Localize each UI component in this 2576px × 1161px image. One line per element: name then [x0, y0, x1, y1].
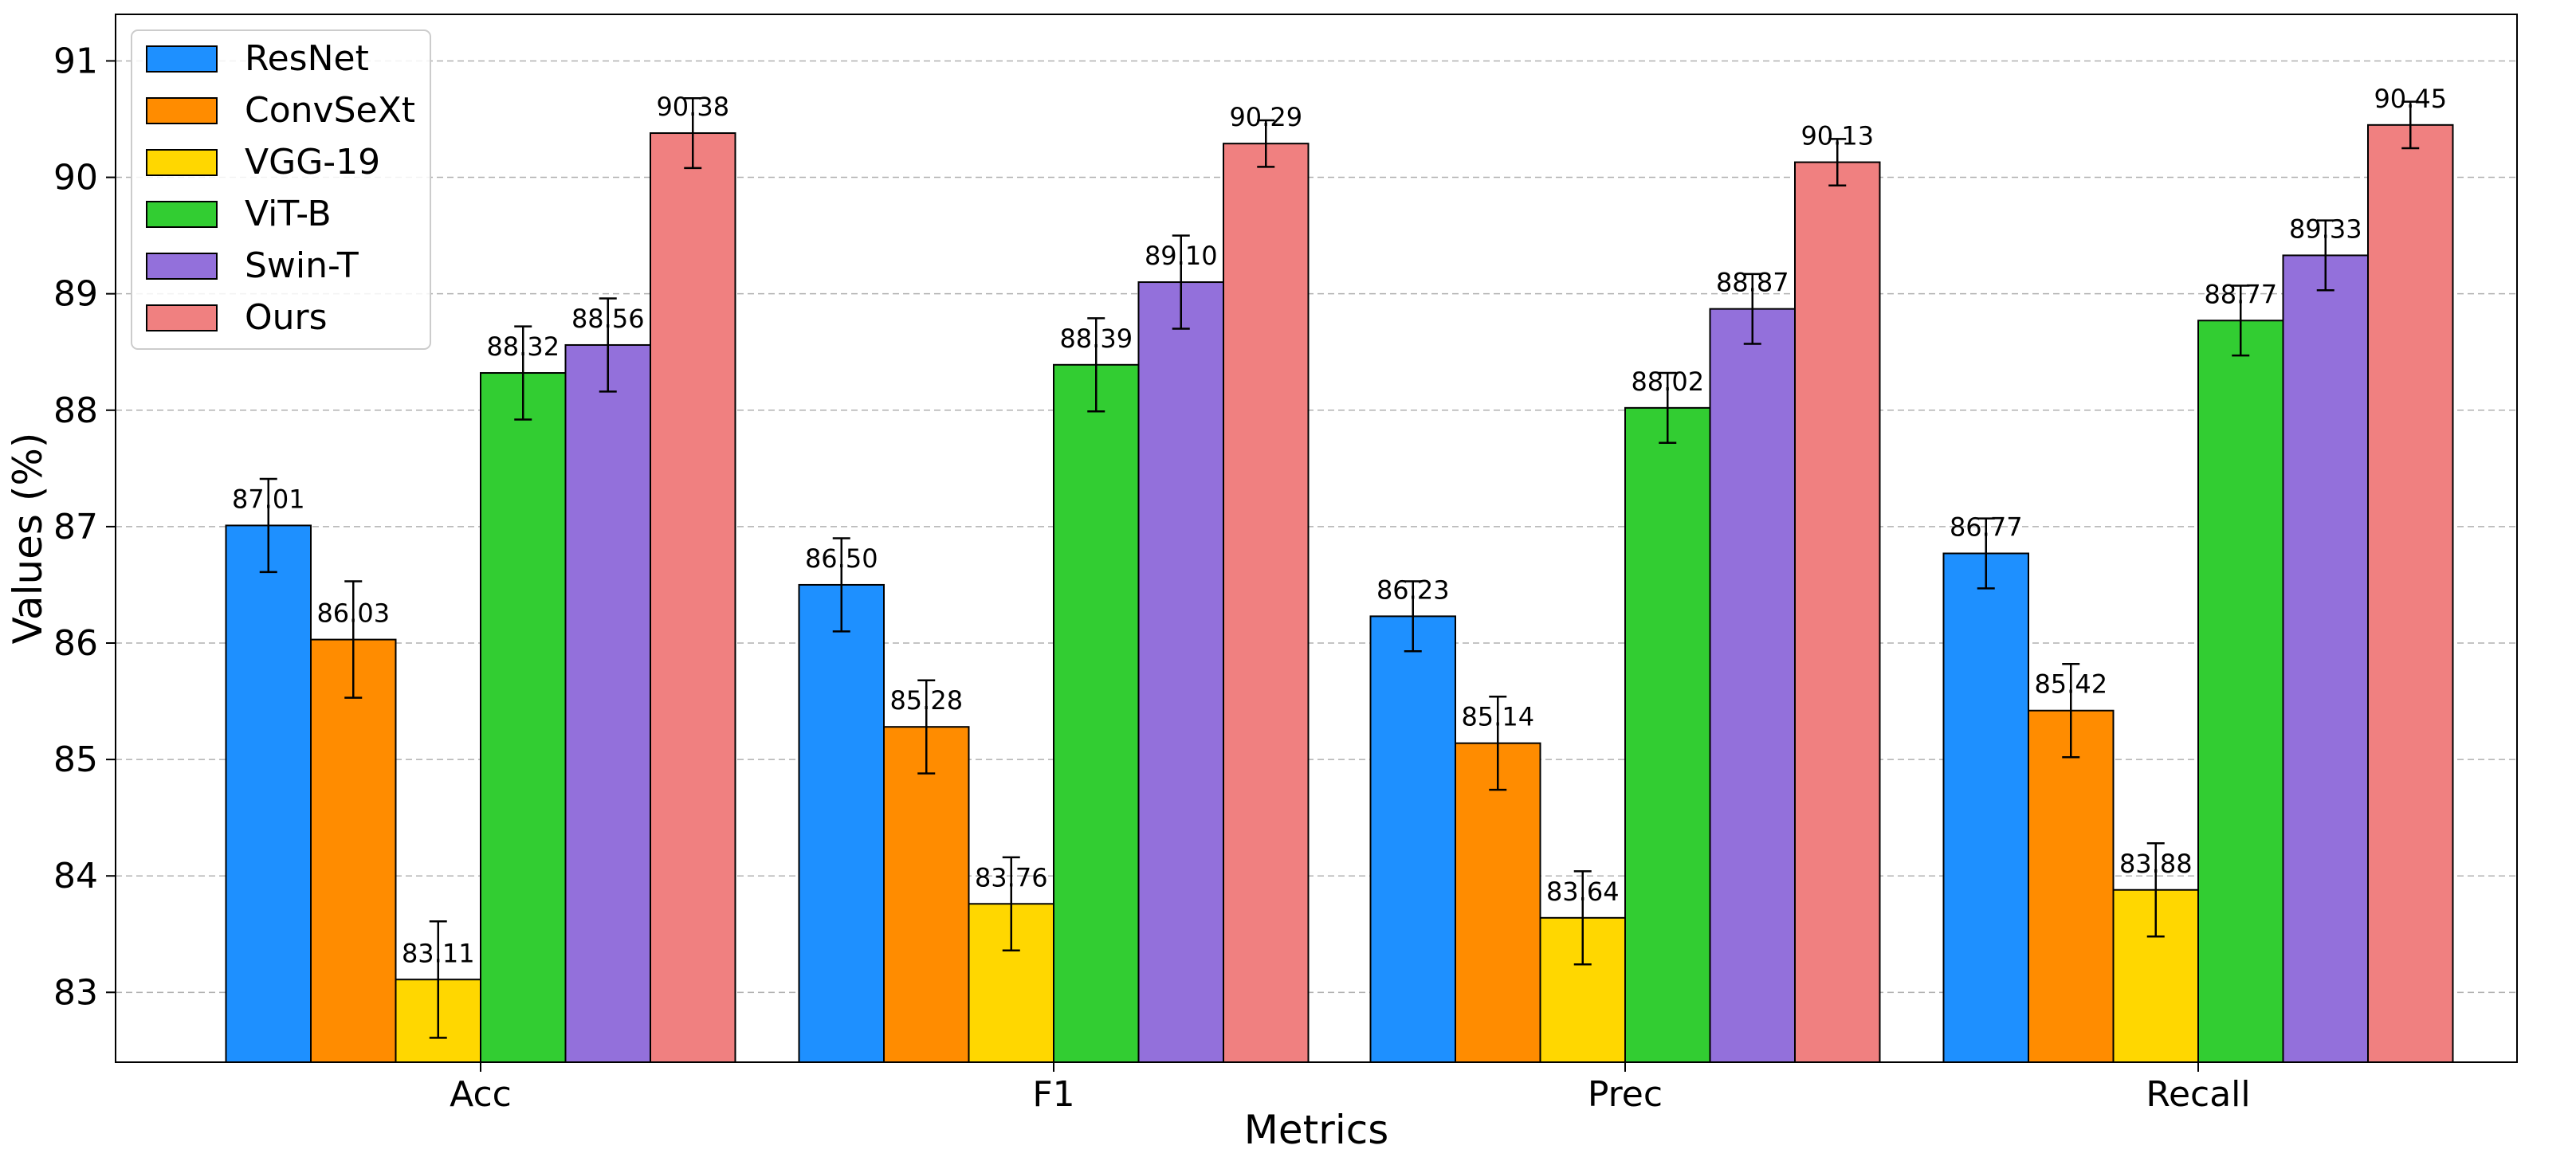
legend-swatch-convsext [146, 97, 218, 124]
y-tick-label: 89 [53, 274, 98, 315]
bar-convsext-f1 [883, 726, 970, 1063]
legend-swatch-vgg-19 [146, 149, 218, 176]
data-label: 86.50 [805, 543, 878, 574]
x-axis-title: Metrics [1244, 1107, 1389, 1153]
y-axis-ticks: 83 84 85 86 87 88 89 90 91 [53, 41, 116, 1013]
data-label: 86.23 [1376, 575, 1450, 605]
y-tick-label: 90 [53, 158, 98, 198]
y-tick-label: 86 [53, 623, 98, 664]
x-tick-label: Prec [1588, 1074, 1663, 1115]
error-bars [259, 96, 2420, 1039]
y-tick-label: 87 [53, 507, 98, 547]
x-axis-ticks: Acc F1 Prec Recall [450, 1062, 2251, 1115]
bar-ours-f1 [1223, 143, 1310, 1063]
legend-label-ours: Ours [245, 297, 328, 338]
bar-vit-b-f1 [1053, 363, 1140, 1063]
bar-ours-acc [650, 132, 736, 1064]
data-label: 85.14 [1461, 702, 1534, 732]
y-tick-label: 84 [53, 856, 98, 896]
data-label: 90.29 [1229, 102, 1302, 132]
data-label: 88.32 [486, 331, 560, 362]
data-label: 88.87 [1716, 268, 1789, 298]
data-label: 90.45 [2374, 84, 2447, 114]
y-axis-title: Values (%) [5, 433, 51, 645]
bar-swin-t-f1 [1137, 281, 1224, 1063]
bar-resnet-acc [225, 524, 312, 1063]
legend-label-vgg-19: VGG-19 [245, 142, 380, 182]
data-label: 88.39 [1059, 324, 1133, 354]
bar-vit-b-recall [2197, 320, 2284, 1063]
data-label: 83.11 [402, 938, 475, 968]
plot-frame [115, 14, 2518, 1063]
bars [225, 124, 2454, 1064]
data-label: 88.56 [571, 304, 645, 334]
bar-ours-recall [2367, 124, 2454, 1064]
bar-resnet-f1 [798, 583, 885, 1063]
y-tick-label: 88 [53, 390, 98, 431]
y-tick-label: 91 [53, 41, 98, 81]
bar-vit-b-acc [480, 372, 567, 1063]
legend-swatch-resnet [146, 45, 218, 73]
x-tick-label: Recall [2146, 1074, 2250, 1115]
bar-resnet-recall [1942, 552, 2029, 1063]
data-label: 88.02 [1631, 367, 1704, 397]
bar-swin-t-acc [564, 343, 651, 1063]
bar-convsext-acc [310, 638, 397, 1063]
legend-label-vit-b: ViT-B [245, 194, 332, 234]
legend: ResNet ConvSeXt VGG-19 ViT-B Swin-T Ours [131, 29, 431, 350]
legend-label-resnet: ResNet [245, 38, 369, 79]
legend-swatch-vit-b [146, 201, 218, 228]
legend-label-convsext: ConvSeXt [245, 90, 415, 131]
data-label: 85.42 [2034, 669, 2107, 700]
bar-swin-t-recall [2282, 254, 2369, 1063]
data-label: 89.10 [1145, 241, 1218, 271]
bar-vit-b-prec [1624, 406, 1711, 1064]
data-label: 83.64 [1546, 877, 1620, 907]
data-label: 83.88 [2119, 849, 2193, 879]
legend-swatch-ours [146, 304, 218, 331]
data-label: 90.38 [656, 92, 729, 122]
bar-swin-t-prec [1709, 308, 1796, 1063]
bar-convsext-recall [2028, 709, 2115, 1063]
y-tick-label: 85 [53, 739, 98, 780]
y-tick-label: 83 [53, 972, 98, 1013]
bar-convsext-prec [1455, 742, 1541, 1064]
data-label: 87.01 [232, 484, 305, 514]
data-label: 83.76 [975, 862, 1048, 892]
bar-ours-prec [1794, 161, 1881, 1063]
legend-label-swin-t: Swin-T [245, 245, 359, 286]
x-tick-label: Acc [450, 1074, 512, 1115]
data-label: 86.03 [316, 598, 390, 629]
legend-swatch-swin-t [146, 253, 218, 280]
data-label: 86.77 [1950, 512, 2023, 542]
data-label: 89.33 [2289, 214, 2362, 244]
data-label: 90.13 [1800, 121, 1874, 151]
data-label: 85.28 [889, 685, 963, 716]
data-label: 88.77 [2204, 279, 2277, 309]
data-labels: 87.01 86.03 83.11 88.32 88.56 90.38 86.50 85.28… [232, 84, 2447, 968]
x-tick-label: F1 [1032, 1074, 1074, 1115]
bar-resnet-prec [1369, 615, 1456, 1063]
